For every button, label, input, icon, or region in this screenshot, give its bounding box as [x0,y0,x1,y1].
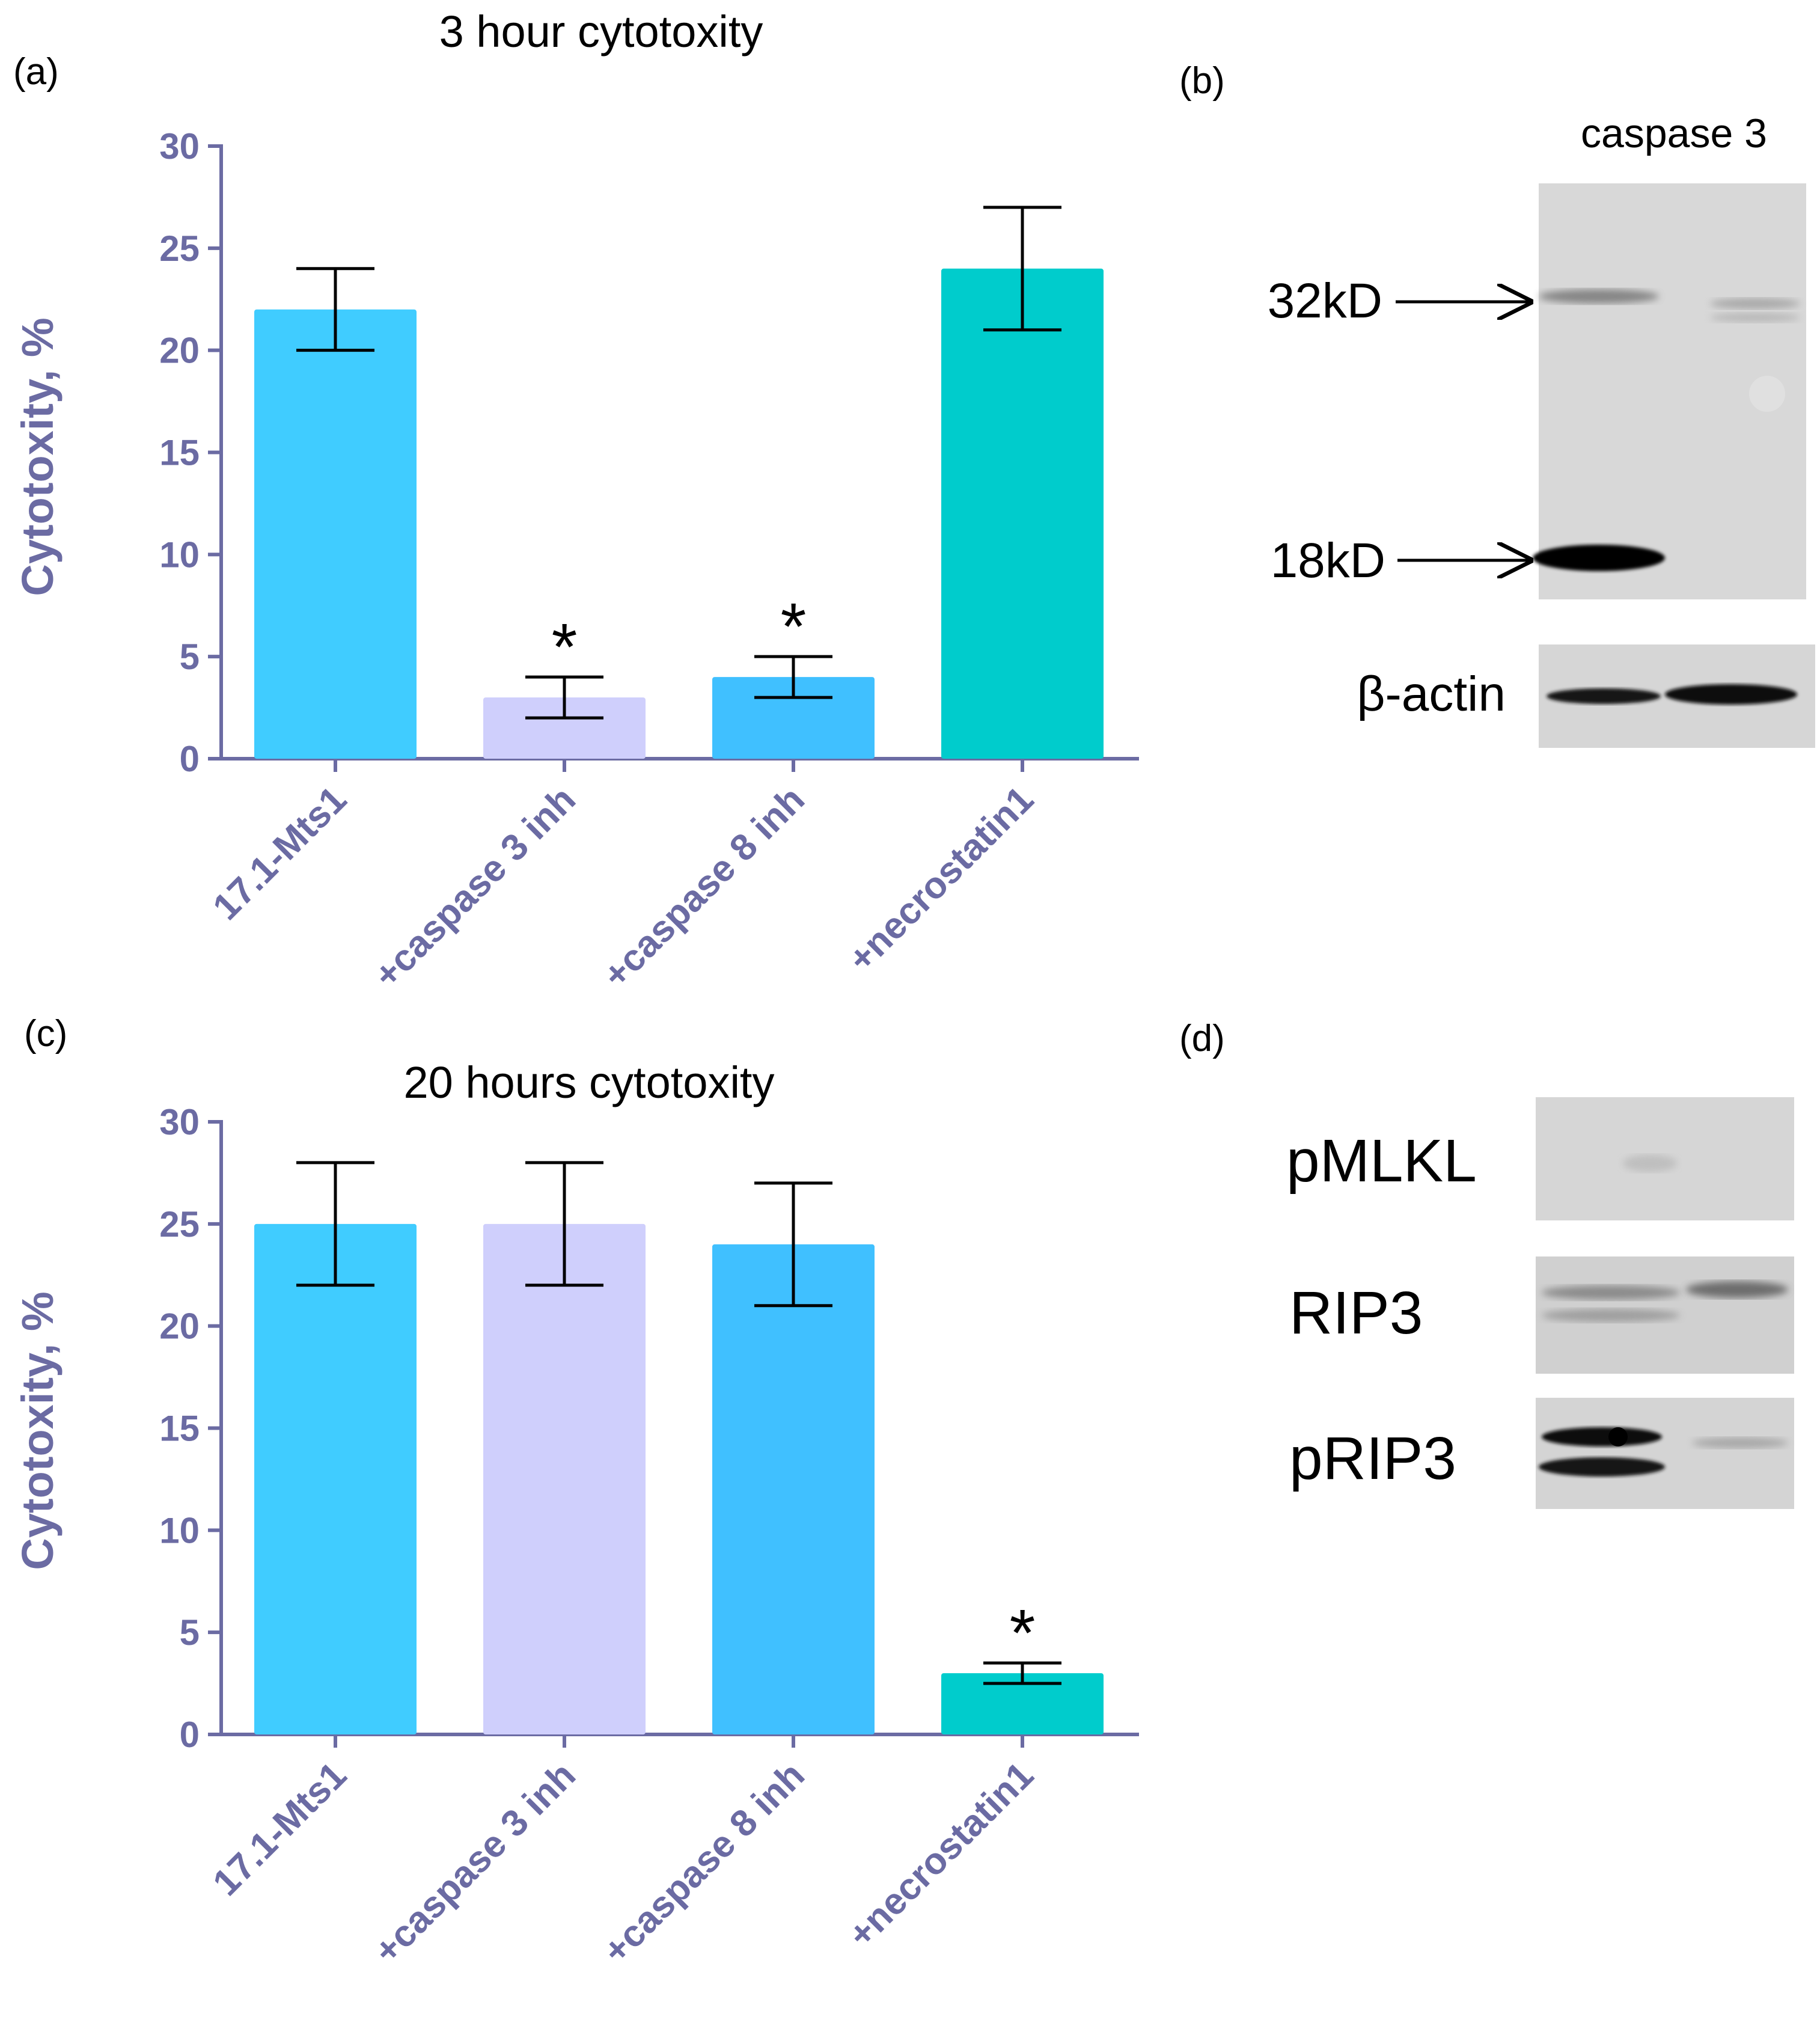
blot-d-row-label-prip3: pRIP3 [1289,1425,1456,1492]
chart-c-bar [941,1673,1104,1734]
chart-a-category-label: +caspase 8 inh [595,779,813,996]
blot-d-pmlkl-band [1623,1155,1677,1172]
chart-a-y-tick-label: 10 [159,534,200,575]
chart-c-y-tick-label: 0 [180,1715,200,1755]
chart-a-y-tick-label: 15 [159,433,200,473]
chart-a-y-tick-label: 25 [159,228,200,269]
blot-d-rip3-band-lane1-lower [1542,1309,1680,1322]
blot-d-prip3-band-lane1-upper [1542,1427,1662,1446]
chart-a-bar [254,309,417,759]
blot-d-prip3-dark-spot [1608,1427,1628,1446]
chart-a-category-label: +caspase 3 inh [366,779,584,996]
blot-b-18kd-band-lane1 [1533,545,1665,571]
chart-a-y-tick-label: 30 [159,126,200,167]
blot-d-prip3-band-lane1-lower [1539,1457,1665,1477]
chart-c: (c) 20 hours cytotoxity Cytotoxity, % 0 5… [13,1013,1139,1972]
blot-b-band-label-32kd: 32kD [1268,274,1382,328]
blot-d-row-label-pmlkl: pMLKL [1286,1127,1477,1195]
chart-c-y-tick-label: 30 [159,1102,200,1142]
panel-letter-b: (b) [1179,60,1225,102]
blot-d-prip3-membrane [1536,1398,1794,1509]
chart-a-significance-star: * [781,590,807,664]
chart-c-significance-star: * [1010,1596,1036,1670]
chart-a-y-axis-label: Cytotoxity, % [13,317,63,596]
chart-a-y-tick-label: 5 [180,637,200,677]
chart-a-plot-area: 0 5 10 15 20 25 30 17.1-Mts1 * +caspase 3 inh * +ca… [159,126,1139,996]
chart-a-y-tick-label: 20 [159,331,200,371]
chart-a-title: 3 hour cytotoxity [439,7,763,57]
chart-c-y-tick-label: 25 [159,1204,200,1244]
blot-d-rip3-band-lane2 [1686,1281,1788,1298]
chart-c-bar [483,1223,646,1734]
chart-a-significance-star: * [552,610,578,684]
chart-a-bar [941,268,1104,759]
chart-c-y-tick-label: 10 [159,1510,200,1550]
chart-c-plot-area: 0 5 10 15 20 25 30 17.1-Mts1 +caspase 3 inh +casp… [159,1102,1139,1972]
blot-b-title: caspase 3 [1581,111,1767,156]
chart-c-y-tick-label: 20 [159,1306,200,1347]
blot-d: (d) pMLKL RIP3 pRIP3 [1179,1018,1794,1509]
blot-b-32kd-band-lane2 [1710,298,1800,309]
blot-d-rip3-band-lane1-upper [1542,1285,1680,1300]
chart-c-y-tick-label: 15 [159,1409,200,1449]
chart-a-category-label: 17.1-Mts1 [205,779,355,928]
panel-letter-d: (d) [1179,1018,1225,1059]
blot-b-actin-band-lane1 [1547,688,1661,704]
panel-letter-a: (a) [13,51,59,93]
blot-b: (b) caspase 3 32kD 18kD β-actin [1179,60,1815,748]
blot-b-loading-control-label: β-actin [1357,667,1506,721]
chart-a-category-label: +necrostatin1 [840,779,1042,980]
blot-b-32kd-band-lane2-lower [1710,313,1800,322]
chart-c-category-label: +necrostatin1 [840,1754,1042,1956]
chart-c-bar [712,1244,875,1734]
chart-a-bar [712,677,875,759]
blot-b-band-label-18kd: 18kD [1271,533,1385,588]
chart-a-y-tick-label: 0 [180,739,200,779]
chart-c-y-axis-label: Cytotoxity, % [13,1291,63,1570]
blot-b-32kd-band-lane1 [1539,289,1659,304]
blot-b-actin-band-lane2 [1665,684,1797,705]
blot-d-prip3-band-lane2 [1692,1437,1788,1448]
chart-a: (a) 3 hour cytotoxity Cytotoxity, % 0 5 10… [13,7,1139,996]
blot-d-row-label-rip3: RIP3 [1289,1279,1423,1347]
chart-c-category-label: +caspase 8 inh [595,1754,813,1972]
chart-c-bar [254,1223,417,1734]
blot-b-artifact-spot [1749,376,1785,412]
chart-c-y-tick-label: 5 [180,1612,200,1653]
chart-c-title: 20 hours cytotoxity [404,1057,775,1107]
chart-c-category-label: 17.1-Mts1 [205,1754,355,1904]
panel-letter-c: (c) [24,1013,67,1054]
chart-c-category-label: +caspase 3 inh [366,1754,584,1972]
chart-a-bar [483,697,646,759]
